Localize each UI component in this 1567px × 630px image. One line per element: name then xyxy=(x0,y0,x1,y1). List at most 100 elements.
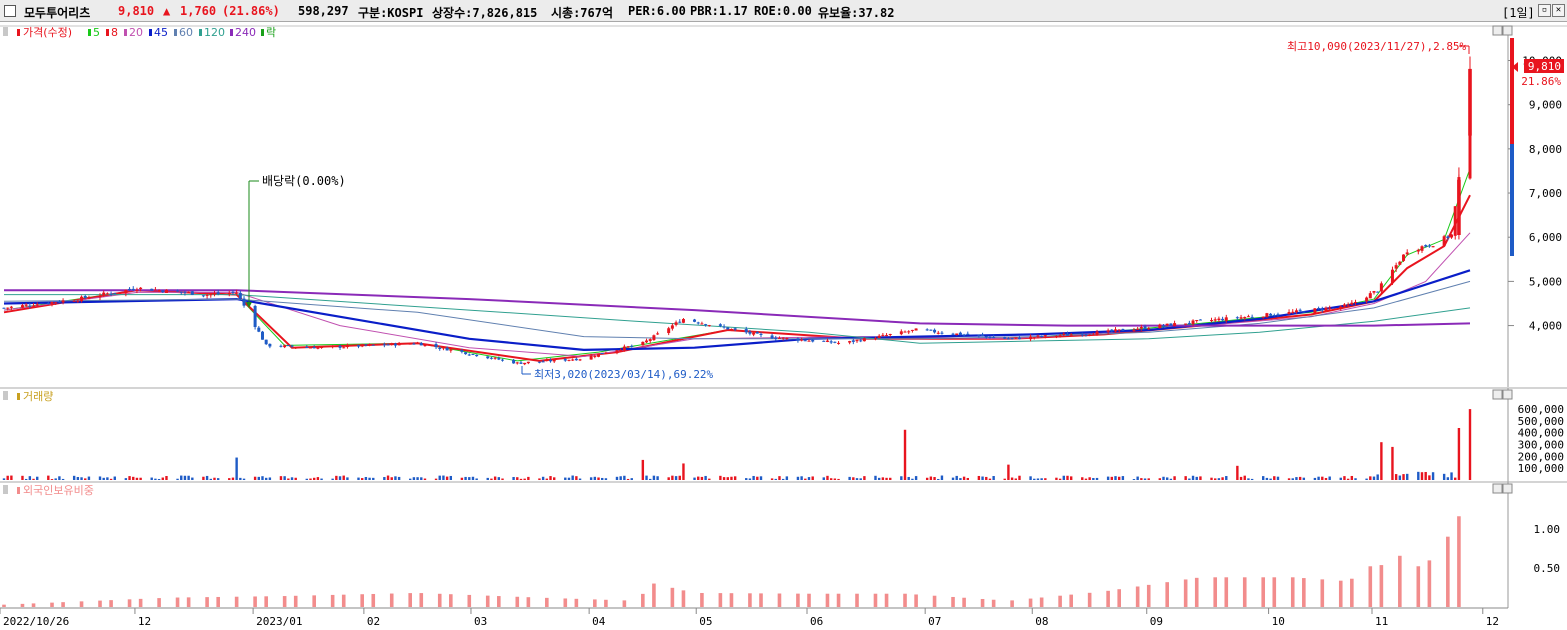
volume-bar xyxy=(449,475,453,480)
volume-bar xyxy=(545,478,549,480)
foreign-bar xyxy=(61,602,65,607)
candle-body xyxy=(523,362,527,365)
legend-ma120: 120 xyxy=(204,26,225,39)
volume-bar xyxy=(626,478,630,480)
candle-body xyxy=(113,292,117,294)
window-restore-icon[interactable]: ▫ xyxy=(1538,4,1551,17)
panel-close-icon[interactable] xyxy=(1502,483,1513,494)
volume-bar xyxy=(1317,476,1320,480)
foreign-bar xyxy=(1446,536,1450,607)
volume-bar xyxy=(32,478,35,480)
volume-bar xyxy=(87,476,91,480)
volume-bar xyxy=(1110,476,1114,480)
candle-body xyxy=(537,361,541,363)
candle-body xyxy=(489,357,493,359)
candle-body xyxy=(774,337,778,339)
volume-bar xyxy=(1313,477,1317,480)
volume-title: 거래량 xyxy=(23,390,53,403)
volume-bar xyxy=(1214,478,1217,480)
x-tick-label: 12 xyxy=(138,615,151,628)
volume-bar xyxy=(800,476,803,480)
svg-text:최고10,090(2023/11/27),2.85%: 최고10,090(2023/11/27),2.85% xyxy=(1287,40,1467,53)
foreign-bar xyxy=(777,593,782,607)
volume-bar xyxy=(1391,446,1394,480)
foreign-bar xyxy=(1028,598,1033,607)
candle-body xyxy=(1365,297,1369,302)
volume-bar xyxy=(394,476,397,480)
period-selector[interactable]: [1일] xyxy=(1502,6,1535,20)
candle-body xyxy=(744,329,748,333)
candle-body xyxy=(187,292,191,294)
candle-body xyxy=(80,296,84,302)
candle-body xyxy=(2,307,6,309)
candle-body xyxy=(231,291,235,293)
candle-body xyxy=(1402,254,1406,261)
volume-bar xyxy=(124,478,128,480)
volume-bar xyxy=(132,476,135,480)
volume-bar xyxy=(180,475,183,480)
candle-body xyxy=(822,340,826,342)
candle-body xyxy=(859,340,863,342)
foreign-bar xyxy=(1058,595,1062,607)
volume-bar xyxy=(1188,478,1191,480)
candle-body xyxy=(800,339,804,341)
candle-body xyxy=(1446,236,1450,238)
candle-body xyxy=(135,289,139,291)
current-price: 9,810 xyxy=(118,4,155,18)
foreign-bar xyxy=(855,593,859,607)
candle-body xyxy=(707,325,711,327)
volume-bar xyxy=(929,476,933,480)
candle-body xyxy=(98,295,102,298)
candle-body xyxy=(1287,311,1291,315)
volume-bar xyxy=(357,477,360,480)
volume-panel: 거래량 100,000200,000300,000400,000500,0006… xyxy=(0,387,1567,482)
price-tick-label: 4,000 xyxy=(1529,320,1562,333)
volume-bar xyxy=(501,478,504,480)
candle-body xyxy=(862,338,866,342)
volume-bar xyxy=(512,476,515,480)
foreign-bar xyxy=(2,604,6,607)
window-close-icon[interactable]: ✕ xyxy=(1552,4,1565,17)
panel-minimize-icon[interactable] xyxy=(1492,483,1503,494)
volume-bar xyxy=(1287,478,1291,480)
candle-body xyxy=(1058,335,1062,337)
candle-body xyxy=(1065,333,1069,336)
candle-body xyxy=(419,343,423,346)
panel-close-icon[interactable] xyxy=(1502,389,1513,400)
candle-body xyxy=(604,353,608,355)
volume-bar xyxy=(985,476,988,480)
volume-bar xyxy=(471,476,475,480)
candle-body xyxy=(345,345,349,348)
legend-swatch-ma8 xyxy=(106,29,109,36)
panel-minimize-icon[interactable] xyxy=(1492,25,1503,36)
candle-body xyxy=(1032,337,1036,339)
panel-minimize-icon[interactable] xyxy=(1492,389,1503,400)
volume-bar xyxy=(442,475,445,480)
panel-close-icon[interactable] xyxy=(1502,25,1513,36)
candle-body xyxy=(962,334,966,336)
foreign-bar xyxy=(1135,586,1140,607)
candle-body xyxy=(1379,283,1383,292)
price-tick-label: 9,000 xyxy=(1529,99,1562,112)
panel-handle-icon[interactable] xyxy=(3,391,8,400)
candle-body xyxy=(652,335,656,341)
candle-body xyxy=(131,288,135,291)
candle-body xyxy=(593,356,597,358)
foreign-bar xyxy=(670,587,675,607)
panel-handle-icon[interactable] xyxy=(3,485,8,494)
foreign-bar xyxy=(1350,578,1354,607)
volume-bar xyxy=(1398,475,1402,480)
candle-body xyxy=(1117,329,1121,331)
volume-tick-label: 500,000 xyxy=(1518,415,1564,428)
candle-body xyxy=(227,292,231,294)
x-axis: 2022/10/26 12 2023/01 02 03 04 05 06 07 08 09 10 11 1… xyxy=(0,607,1508,628)
candle-body xyxy=(1217,318,1221,321)
foreign-bar xyxy=(991,599,996,607)
foreign-bar xyxy=(951,596,955,607)
candle-body xyxy=(368,344,372,346)
price-tick-label: 7,000 xyxy=(1529,187,1562,200)
panel-handle-icon[interactable] xyxy=(3,27,8,36)
volume-bar xyxy=(216,478,220,480)
select-checkbox[interactable] xyxy=(4,5,16,17)
